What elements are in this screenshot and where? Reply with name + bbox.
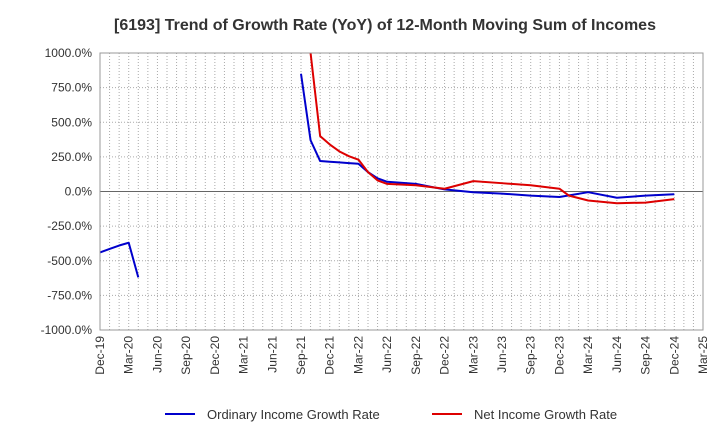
y-tick-label: -750.0% xyxy=(47,288,92,302)
series-line xyxy=(309,53,675,205)
x-tick-label: Dec-22 xyxy=(438,336,452,375)
legend-label: Ordinary Income Growth Rate xyxy=(207,407,380,422)
x-tick-label: Mar-23 xyxy=(466,336,480,374)
series-line xyxy=(300,73,675,199)
x-tick-label: Jun-22 xyxy=(380,336,394,373)
x-tick-label: Jun-20 xyxy=(150,336,164,373)
y-axis-ticks: 1000.0% 750.0% 500.0% 250.0% 0.0% -250.0% -500… xyxy=(41,46,93,337)
plot-frame xyxy=(99,52,704,331)
x-tick-label: Jun-23 xyxy=(495,336,509,373)
y-tick-label: -1000.0% xyxy=(41,323,93,337)
x-tick-label: Sep-20 xyxy=(179,336,193,375)
y-tick-label: 750.0% xyxy=(51,81,92,95)
series-lines xyxy=(100,53,675,278)
x-tick-label: Dec-21 xyxy=(323,336,337,375)
x-tick-label: Mar-22 xyxy=(351,336,365,374)
y-tick-label: 500.0% xyxy=(51,115,92,129)
y-tick-label: 0.0% xyxy=(65,185,93,199)
x-tick-label: Sep-24 xyxy=(639,336,653,375)
y-tick-label: -250.0% xyxy=(47,219,92,233)
y-tick-label: -500.0% xyxy=(47,254,92,268)
x-axis-ticks: Dec-19 Mar-20 Jun-20 Sep-20 Dec-20 Mar-21 Jun-… xyxy=(93,336,710,375)
legend-label: Net Income Growth Rate xyxy=(474,407,617,422)
x-tick-label: Dec-20 xyxy=(208,336,222,375)
y-tick-label: 250.0% xyxy=(51,150,92,164)
x-tick-label: Dec-23 xyxy=(552,336,566,375)
x-tick-label: Jun-24 xyxy=(610,336,624,373)
x-tick-label: Sep-23 xyxy=(524,336,538,375)
x-tick-label: Dec-19 xyxy=(93,336,107,375)
legend: Ordinary Income Growth Rate Net Income Gr… xyxy=(165,407,617,422)
chart-title: [6193] Trend of Growth Rate (YoY) of 12-… xyxy=(114,17,656,34)
grid xyxy=(100,52,703,331)
x-tick-label: Dec-24 xyxy=(667,336,681,375)
x-tick-label: Mar-20 xyxy=(122,336,136,374)
x-tick-label: Sep-22 xyxy=(409,336,423,375)
x-tick-label: Mar-21 xyxy=(237,336,251,374)
x-tick-label: Sep-21 xyxy=(294,336,308,375)
series-line xyxy=(100,241,140,278)
y-tick-label: 1000.0% xyxy=(45,46,93,60)
x-tick-label: Mar-25 xyxy=(696,336,710,374)
x-tick-label: Mar-24 xyxy=(581,336,595,374)
x-tick-label: Jun-21 xyxy=(265,336,279,373)
